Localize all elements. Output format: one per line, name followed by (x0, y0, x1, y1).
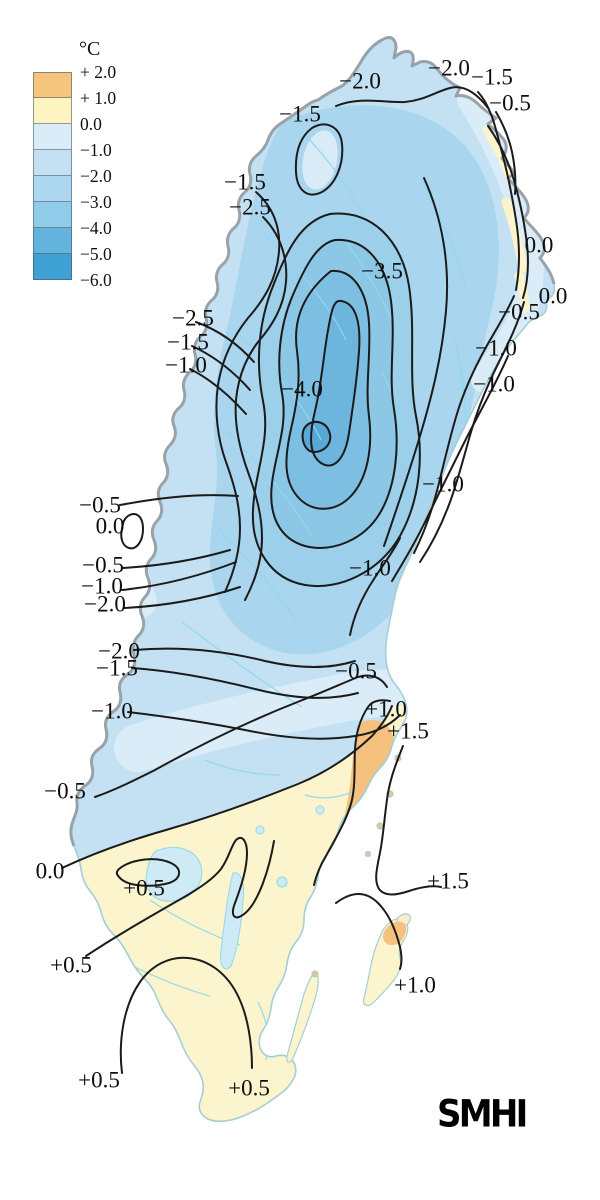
contour-label: +1.0 (394, 972, 436, 997)
contour-label: −0.5 (335, 658, 377, 683)
legend-color-box (33, 72, 72, 98)
contour-label: +1.5 (387, 718, 429, 743)
contour-label: 0.0 (539, 283, 568, 308)
contour-label: −0.5 (79, 492, 121, 517)
contour-label: −1.0 (91, 698, 133, 723)
contour-label: −2.0 (98, 638, 140, 663)
island-oland (286, 971, 319, 1063)
contour-label: −1.5 (279, 101, 321, 126)
legend-color-box (33, 98, 72, 124)
contour-label: 0.0 (36, 858, 65, 883)
legend-boundary-label: −6.0 (80, 270, 112, 290)
legend: °C + 2.0 + 1.0 0.0 −1.0 −2.0 −3.0 −4.0 −5.0 −6.0 (33, 30, 203, 320)
legend-color-box (33, 228, 72, 254)
contour-label: −0.5 (82, 552, 124, 577)
contour-label: −1.5 (96, 655, 138, 680)
legend-color-box (33, 124, 72, 150)
contour-label: −4.0 (281, 376, 323, 401)
legend-boundary-label: −5.0 (80, 244, 112, 264)
contour-label: −2.0 (428, 55, 470, 80)
legend-boundary-label: −4.0 (80, 218, 112, 238)
contour-label: −2.0 (84, 591, 126, 616)
contour-label: −0.5 (498, 299, 540, 324)
national-border (69, 36, 556, 847)
contour-label: −1.0 (473, 371, 515, 396)
legend-color-box (33, 254, 72, 280)
archipelago-islet (376, 822, 384, 830)
contour-label: −1.5 (471, 64, 513, 89)
smhi-logo: SMHI (437, 1091, 528, 1136)
legend-color-box (33, 150, 72, 176)
contour-label: −1.5 (224, 169, 266, 194)
contour-label: −0.5 (489, 90, 531, 115)
legend-boundary-label: + 2.0 (80, 62, 117, 82)
contour-label: −2.0 (339, 68, 381, 93)
contour-label: −1.0 (475, 335, 517, 360)
contour-label: −1.5 (167, 329, 209, 354)
legend-color-box (33, 202, 72, 228)
contour-label: 0.0 (525, 232, 554, 257)
islands (286, 754, 411, 1063)
contour-lines (61, 86, 529, 1074)
archipelago-islet (364, 850, 372, 858)
contour-label: −2.5 (172, 305, 214, 330)
contour-label: −1.0 (165, 352, 207, 377)
legend-boundary-label: −2.0 (80, 166, 112, 186)
contour-label: −1.0 (422, 471, 464, 496)
contour-label: −1.0 (81, 573, 123, 598)
contour-label: +1.0 (365, 696, 407, 721)
legend-boundary-label: 0.0 (80, 114, 102, 134)
contour-label: +0.5 (123, 875, 165, 900)
contour-label: +0.5 (50, 952, 92, 977)
contour-label: −0.5 (44, 778, 86, 803)
gotland-orange-tip (382, 921, 407, 946)
contour-label: +0.5 (228, 1075, 270, 1100)
contour-label: +0.5 (78, 1067, 120, 1092)
contour-label: +1.5 (427, 868, 469, 893)
legend-color-box (33, 176, 72, 202)
contour-label: −1.0 (349, 555, 391, 580)
contour-label: −3.5 (361, 258, 403, 283)
contour-label: −2.5 (229, 194, 271, 219)
legend-title: °C (79, 38, 101, 60)
legend-boundary-label: + 1.0 (80, 88, 117, 108)
oland-orange-tip (311, 970, 319, 978)
legend-boundary-label: −3.0 (80, 192, 112, 212)
contour-label: 0.0 (96, 513, 125, 538)
legend-boundary-label: −1.0 (80, 140, 112, 160)
contour-label-layer: −2.0−2.0 −1.5−0.5−1.5−1.5−2.50.0−3.50.0−0… (36, 55, 568, 1100)
